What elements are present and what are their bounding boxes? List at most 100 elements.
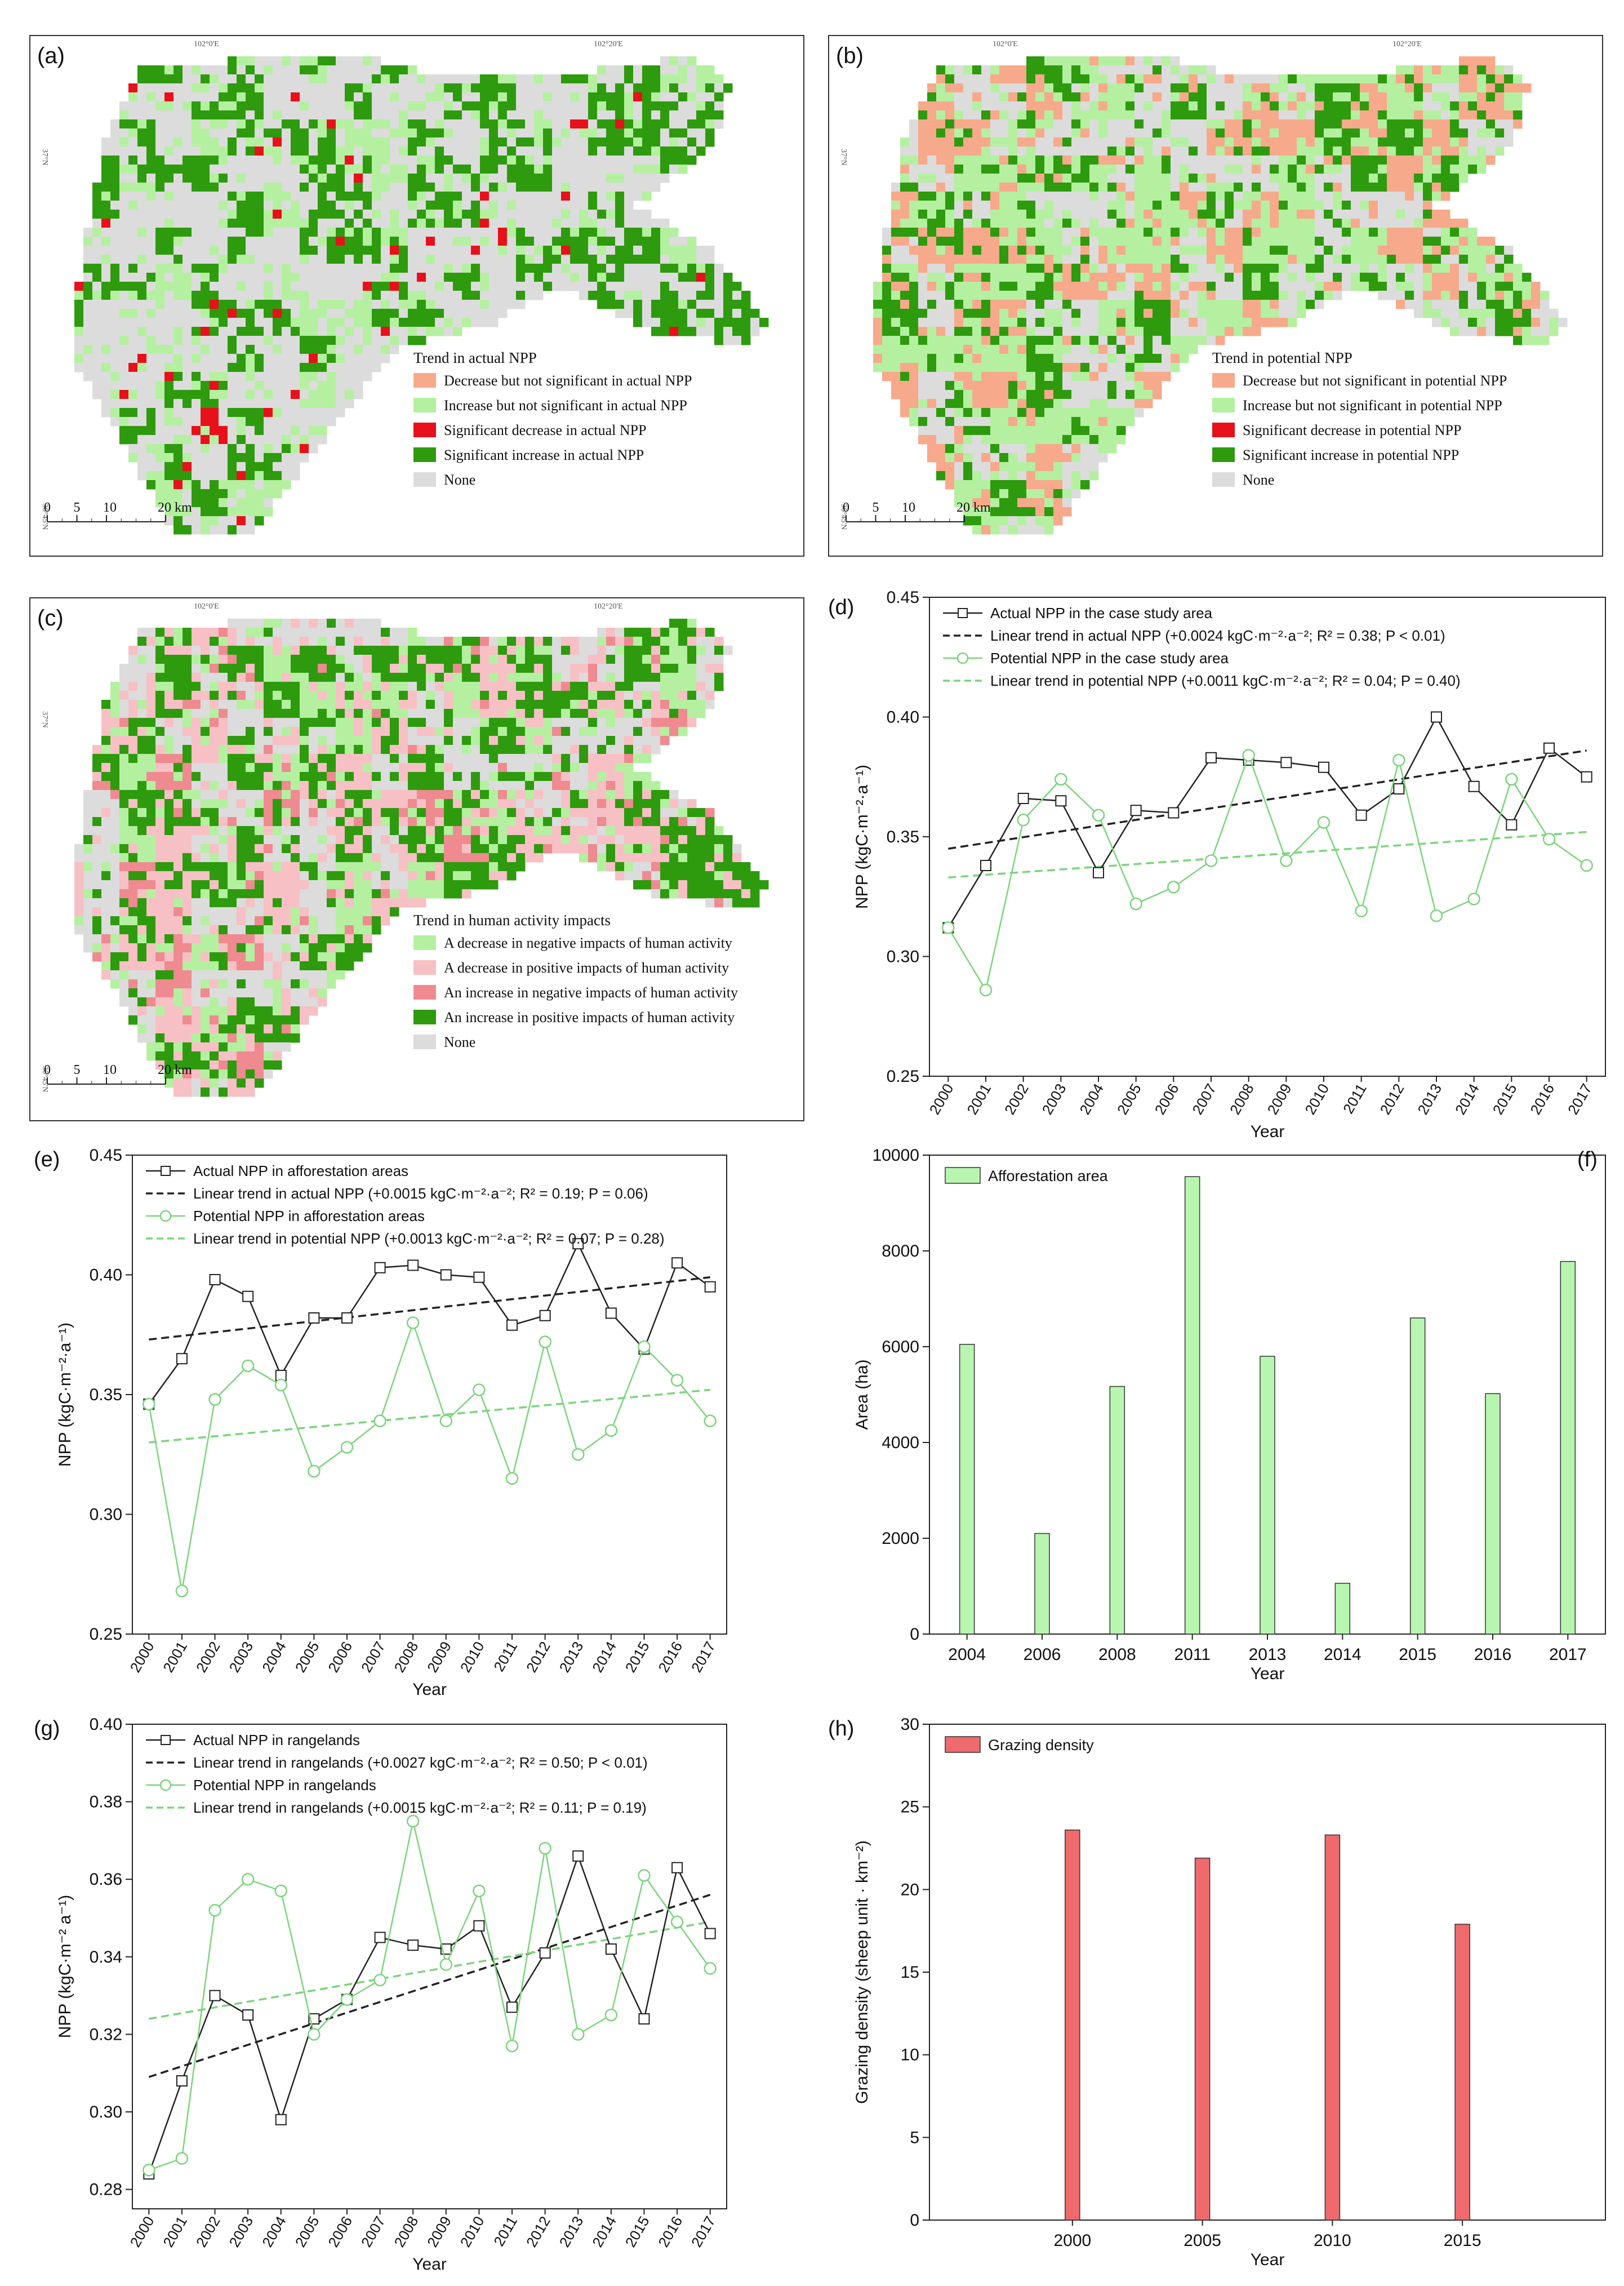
map-cell [1153, 237, 1162, 246]
map-cell [1198, 183, 1207, 192]
map-cell [354, 309, 363, 318]
map-cell [615, 101, 625, 111]
map-cell [1297, 201, 1306, 210]
map-cell [579, 165, 589, 174]
map-cell [1189, 246, 1198, 255]
map-cell [318, 128, 327, 138]
map-cell [1071, 381, 1081, 390]
map-cell [918, 119, 928, 129]
map-cell [561, 282, 571, 291]
map-cell [1459, 56, 1469, 66]
map-cell [453, 110, 462, 120]
map-cell [1414, 128, 1423, 138]
map-cell [471, 110, 480, 120]
map-cell [954, 273, 964, 282]
map-cell [201, 291, 210, 300]
map-cell [282, 471, 291, 481]
map-cell [1315, 83, 1324, 93]
map-cell [219, 246, 228, 255]
map-cell [381, 219, 390, 228]
map-cell [273, 137, 282, 147]
map-cell [882, 336, 892, 345]
map-cell [927, 336, 937, 345]
map-cell [1495, 309, 1505, 318]
map-cell [1071, 444, 1081, 454]
map-cell [1053, 101, 1063, 111]
map-cell [543, 101, 553, 111]
map-cell [164, 92, 174, 102]
map-cell [999, 210, 1009, 219]
map-cell [1044, 92, 1054, 102]
map-cell [273, 255, 282, 264]
map-cell [1107, 327, 1117, 336]
map-cell [345, 345, 354, 354]
map-cell [363, 147, 372, 156]
map-cell [282, 381, 291, 390]
map-cell [1369, 228, 1378, 237]
map-cell [1252, 318, 1261, 327]
map-cell [615, 165, 625, 174]
map-cell [489, 119, 499, 129]
map-cell [1468, 92, 1478, 102]
map-cell [110, 147, 120, 156]
map-cell [155, 92, 165, 102]
map-cell [183, 264, 192, 273]
map-cell [453, 219, 462, 228]
map-cell [1513, 92, 1523, 102]
map-cell [660, 165, 670, 174]
map-cell [1450, 101, 1460, 111]
map-cell [219, 381, 228, 390]
map-cell [273, 83, 282, 93]
map-cell [1252, 174, 1261, 183]
map-cell [489, 282, 499, 291]
map-cell [173, 192, 183, 201]
map-cell [173, 137, 183, 147]
map-cell [1261, 210, 1270, 219]
map-cell [408, 219, 417, 228]
map-cell [1189, 74, 1198, 84]
map-cell [1513, 74, 1523, 84]
map-cell [291, 101, 300, 111]
map-cell [264, 444, 273, 454]
map-cell [1017, 309, 1027, 318]
map-cell [1225, 192, 1234, 201]
map-cell [1071, 372, 1081, 381]
map-cell [291, 92, 300, 102]
map-cell [1080, 119, 1090, 129]
map-cell [92, 255, 102, 264]
map-cell [1062, 480, 1072, 490]
map-cell [1107, 318, 1117, 327]
map-cell [882, 327, 892, 336]
map-cell [615, 92, 625, 102]
map-cell [981, 408, 991, 418]
map-cell [264, 65, 273, 75]
map-cell [1144, 336, 1153, 345]
map-cell [1270, 165, 1279, 174]
map-cell [309, 426, 318, 436]
map-cell [273, 336, 282, 345]
map-cell [633, 174, 643, 183]
map-cell [210, 471, 219, 481]
map-cell [1495, 65, 1505, 75]
map-cell [972, 192, 982, 201]
map-cell [390, 282, 399, 291]
map-cell [318, 92, 327, 102]
map-cell [1531, 318, 1541, 327]
map-cell [534, 128, 544, 138]
map-cell [1125, 273, 1135, 282]
map-cell [891, 309, 901, 318]
map-cell [282, 300, 291, 309]
map-cell [309, 417, 318, 427]
map-cell [1189, 228, 1198, 237]
map-cell [570, 255, 580, 264]
map-cell [1198, 65, 1207, 75]
map-cell [1017, 147, 1027, 156]
map-cell [1098, 201, 1108, 210]
map-cell [291, 471, 300, 481]
map-cell [642, 183, 652, 192]
map-cell [228, 119, 237, 129]
map-cell [74, 336, 84, 345]
map-cell [273, 471, 282, 481]
map-cell [354, 192, 363, 201]
map-cell [1252, 291, 1261, 300]
